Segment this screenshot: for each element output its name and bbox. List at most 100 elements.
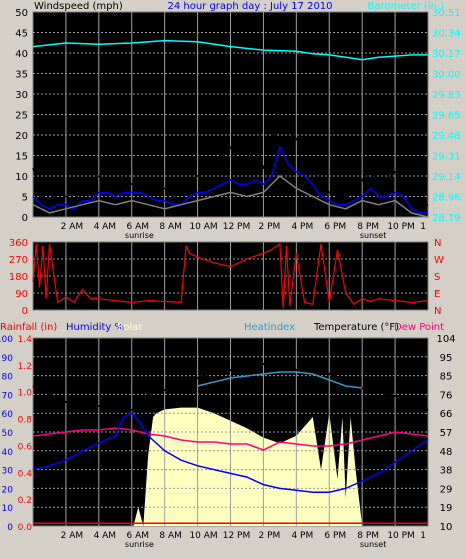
wind-x-tick: 8 AM xyxy=(159,222,182,232)
temp-y-tick: 38 xyxy=(440,466,453,477)
direction-y-tick: 360 xyxy=(9,238,28,249)
temp-y-tick: 95 xyxy=(440,353,453,364)
barometer-y-tick: 29.14 xyxy=(432,172,461,183)
chart-title: 24 hour graph day : July 17 2010 xyxy=(167,1,332,12)
barometer-line xyxy=(32,39,428,61)
direction-y-tick: 270 xyxy=(9,255,28,266)
temp-y-tick: 66 xyxy=(440,409,453,420)
legend-label: Rainfall (in) xyxy=(0,322,57,333)
gust-line xyxy=(32,101,429,214)
barometer-axis-label: Barometer (in.) xyxy=(368,1,444,12)
humidity-y-tick: 20 xyxy=(2,485,14,495)
humidity-y-tick: 40 xyxy=(2,448,14,458)
wind-x-tick: 2 AM xyxy=(61,222,84,232)
barometer-y-tick: 30.51 xyxy=(432,8,461,19)
humidity-y-tick: 30 xyxy=(2,467,14,477)
temp-x-tick: 4 PM xyxy=(291,531,313,541)
wind-x-tick: 4 PM xyxy=(291,222,313,232)
rain-y-tick: 0.2 xyxy=(18,496,32,506)
compass-y-tick: S xyxy=(434,272,440,283)
temp-humidity-panel: 1.41.21.00.80.60.40.20.01009080706050403… xyxy=(0,322,456,549)
solar-area xyxy=(133,407,363,526)
wind-axis-label: Windspeed (mph) xyxy=(34,1,123,12)
wind-y-tick: 20 xyxy=(15,131,28,142)
temp-x-tick: 4 AM xyxy=(94,531,117,541)
temp-x-tick: 2 PM xyxy=(259,531,281,541)
temp-y-tick: 10 xyxy=(440,522,453,533)
dewpoint-line xyxy=(32,427,429,451)
humidity-y-tick: 0 xyxy=(7,523,13,533)
temp-y-tick: 104 xyxy=(436,334,455,345)
wind-x-tick: 10 AM xyxy=(189,222,217,232)
wind-x-tick: 12 PM xyxy=(223,222,251,232)
rain-y-tick: 0.0 xyxy=(18,523,33,533)
legend-label: Heatindex xyxy=(244,322,295,333)
barometer-y-tick: 30.17 xyxy=(432,49,461,60)
temp-x-tick: 8 AM xyxy=(159,531,182,541)
rain-y-tick: 0.4 xyxy=(18,469,33,479)
wind-x-tick: 10 PM xyxy=(387,222,415,232)
wind-x-tick: 8 PM xyxy=(357,222,379,232)
wind-y-tick: 45 xyxy=(15,29,28,40)
temp-y-tick: 19 xyxy=(440,503,453,514)
temp-x-sublabel: sunset xyxy=(360,540,387,549)
wind-y-tick: 15 xyxy=(15,152,28,163)
legend-label: Dew Point xyxy=(394,322,444,333)
wind-y-tick: 30 xyxy=(15,90,28,101)
barometer-y-tick: 29.48 xyxy=(432,131,461,142)
temp-x-tick: 6 AM xyxy=(126,531,149,541)
temp-y-tick: 76 xyxy=(440,390,453,401)
temp-y-tick: 85 xyxy=(440,372,453,383)
barometer-y-tick: 29.65 xyxy=(432,111,461,122)
humidity-y-tick: 100 xyxy=(0,335,13,345)
wind-y-tick: 10 xyxy=(15,172,28,183)
wind-x-sublabel: sunset xyxy=(360,231,387,240)
wind-y-tick: 40 xyxy=(15,49,28,60)
wind-y-tick: 0 xyxy=(22,213,28,224)
wind-y-tick: 35 xyxy=(15,70,28,81)
legend-label: Temperature (°F) xyxy=(313,322,399,333)
temp-x-tick: 2 AM xyxy=(61,531,84,541)
humidity-y-tick: 80 xyxy=(2,373,14,383)
temp-x-sublabel: sunrise xyxy=(125,540,154,549)
wind-y-tick: 5 xyxy=(22,193,28,204)
rain-y-tick: 1.4 xyxy=(18,335,33,345)
temp-x-tick: 10 PM xyxy=(387,531,415,541)
temp-x-tick: 8 PM xyxy=(357,531,379,541)
wind-x-tick: 6 AM xyxy=(126,222,149,232)
wind-x-sublabel: sunrise xyxy=(125,231,154,240)
temp-y-tick: 29 xyxy=(440,484,453,495)
legend-label: Solar xyxy=(117,322,143,333)
temp-x-tick: 10 AM xyxy=(189,531,217,541)
wind-x-tick: 4 AM xyxy=(94,222,117,232)
barometer-y-tick: 29.83 xyxy=(432,90,461,101)
humidity-y-tick: 50 xyxy=(2,429,14,439)
compass-y-tick: W xyxy=(434,255,444,266)
barometer-y-tick: 28.79 xyxy=(432,213,461,224)
humidity-y-tick: 70 xyxy=(2,391,14,401)
barometer-y-tick: 28.96 xyxy=(432,193,461,204)
legend-label: Humidity % xyxy=(66,322,124,333)
humidity-y-tick: 10 xyxy=(2,504,14,514)
wind-x-tick: 1 xyxy=(420,222,426,232)
compass-y-tick: N xyxy=(434,306,441,317)
barometer-y-tick: 30.34 xyxy=(432,29,461,40)
wind-y-tick: 50 xyxy=(15,8,28,19)
compass-y-tick: N xyxy=(434,238,441,249)
wind-x-tick: 6 PM xyxy=(324,222,346,232)
barometer-y-tick: 29.31 xyxy=(432,152,461,163)
temp-x-tick: 12 PM xyxy=(223,531,251,541)
direction-line xyxy=(32,242,429,309)
rain-y-tick: 1.2 xyxy=(18,362,32,372)
barometer-y-tick: 30.00 xyxy=(432,70,461,81)
wind-line xyxy=(32,175,429,218)
temp-y-tick: 48 xyxy=(440,447,453,458)
wind-barometer-panel: 5045403530252015105030.5130.3430.1730.00… xyxy=(15,1,460,240)
direction-y-tick: 0 xyxy=(22,306,28,317)
wind-x-tick: 2 PM xyxy=(259,222,281,232)
direction-y-tick: 90 xyxy=(15,289,28,300)
temp-y-tick: 57 xyxy=(440,428,453,439)
rain-y-tick: 0.8 xyxy=(18,416,33,426)
